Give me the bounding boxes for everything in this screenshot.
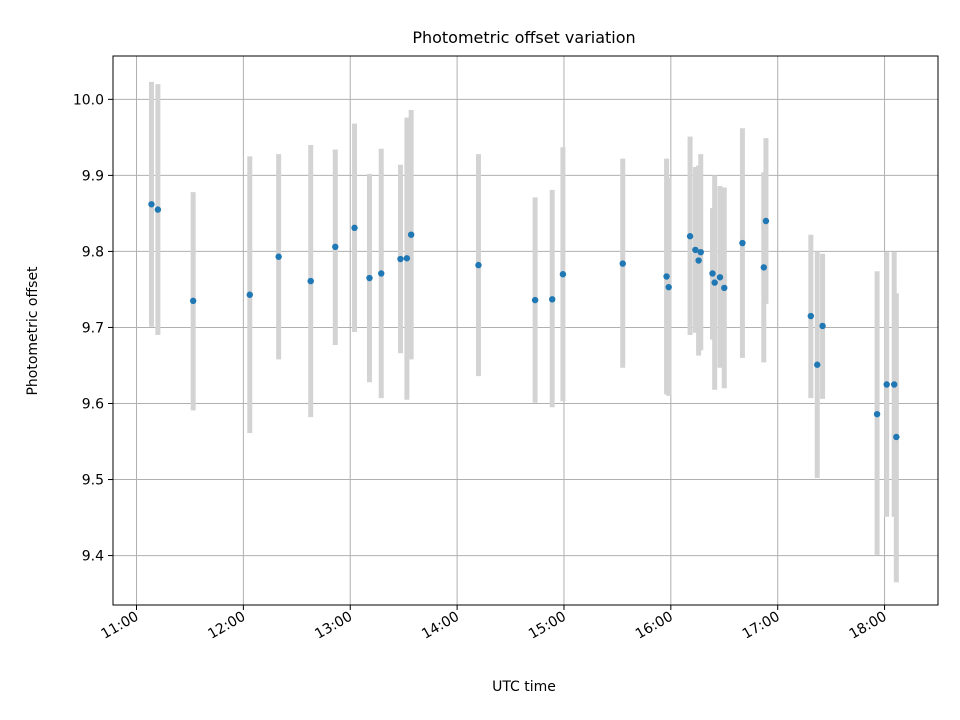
data-point bbox=[873, 410, 881, 418]
data-point bbox=[189, 297, 197, 305]
y-tick-label: 9.9 bbox=[82, 168, 104, 184]
data-point bbox=[692, 246, 699, 254]
x-tick-label: 14:00 bbox=[419, 609, 462, 643]
x-axis-ticks: 11:00 12:00 13:00 14:00 15:00 16:00 17:00 18:00 bbox=[99, 605, 890, 643]
data-point bbox=[559, 271, 567, 278]
data-point bbox=[716, 274, 724, 281]
data-point bbox=[407, 231, 415, 238]
data-point bbox=[275, 253, 282, 260]
x-tick-label: 12:00 bbox=[205, 609, 248, 643]
data-point bbox=[739, 239, 746, 247]
data-point bbox=[711, 279, 718, 286]
x-tick-label: 13:00 bbox=[312, 609, 355, 643]
data-point bbox=[549, 296, 556, 303]
data-point bbox=[351, 224, 358, 232]
error-bars bbox=[148, 81, 899, 583]
data-point bbox=[663, 273, 670, 280]
data-point bbox=[695, 257, 702, 264]
y-axis-ticks: 9.4 9.5 9.6 9.7 9.8 9.9 10.0 bbox=[73, 92, 113, 565]
chart-title: Photometric offset variation bbox=[412, 28, 635, 47]
data-point bbox=[709, 270, 716, 277]
plot-frame bbox=[112, 55, 939, 606]
grid-layer bbox=[113, 56, 938, 605]
data-point bbox=[883, 381, 890, 388]
y-axis-label: Photometric offset bbox=[25, 266, 41, 396]
data-point bbox=[760, 264, 768, 271]
data-point bbox=[366, 274, 373, 282]
data-point bbox=[890, 381, 898, 388]
data-point bbox=[475, 261, 482, 269]
x-axis-label: UTC time bbox=[492, 679, 556, 695]
data-point bbox=[397, 255, 404, 263]
y-tick-label: 9.5 bbox=[82, 473, 104, 489]
data-point bbox=[531, 296, 539, 304]
data-point bbox=[403, 255, 411, 262]
data-point bbox=[148, 201, 155, 208]
data-point bbox=[762, 217, 770, 225]
y-tick-label: 9.4 bbox=[82, 549, 104, 565]
data-point bbox=[619, 260, 626, 267]
data-point bbox=[697, 248, 704, 256]
data-point bbox=[807, 312, 815, 320]
data-point bbox=[378, 270, 385, 277]
y-tick-label: 9.8 bbox=[82, 244, 104, 260]
data-point bbox=[665, 283, 672, 291]
x-tick-label: 17:00 bbox=[740, 609, 783, 643]
x-tick-label: 16:00 bbox=[633, 609, 676, 643]
y-tick-label: 9.6 bbox=[82, 396, 104, 412]
x-tick-label: 18:00 bbox=[847, 609, 890, 643]
data-point bbox=[721, 284, 728, 292]
data-point bbox=[307, 277, 314, 285]
y-tick-label: 9.7 bbox=[82, 320, 104, 336]
data-point bbox=[819, 322, 826, 330]
x-tick-label: 15:00 bbox=[526, 609, 569, 643]
y-tick-label: 10.0 bbox=[73, 92, 104, 108]
data-points bbox=[148, 201, 900, 441]
data-point bbox=[814, 361, 821, 368]
data-point bbox=[246, 291, 253, 298]
x-tick-label: 11:00 bbox=[99, 609, 142, 643]
data-point bbox=[332, 243, 339, 251]
data-point bbox=[893, 433, 900, 441]
data-point bbox=[686, 233, 694, 240]
data-point bbox=[154, 206, 162, 213]
